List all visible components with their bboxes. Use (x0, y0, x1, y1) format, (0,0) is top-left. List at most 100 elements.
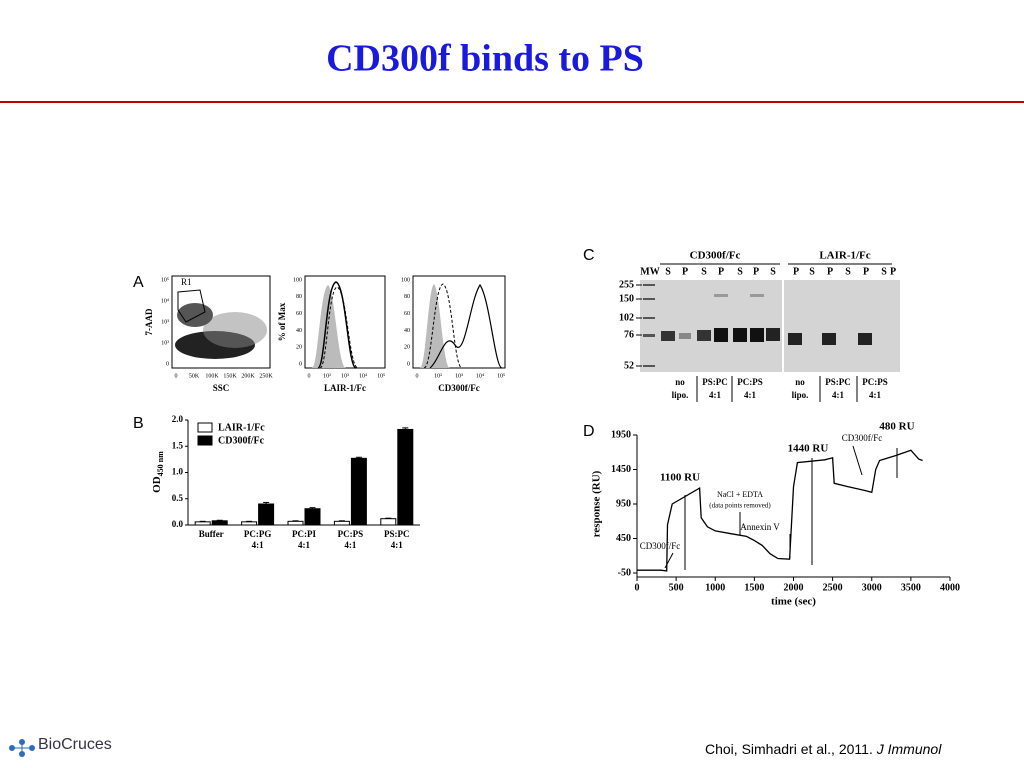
x-tick-label: 10³ (455, 373, 463, 379)
lane-label: S (845, 266, 851, 277)
y-tick-label: 0 (166, 361, 169, 367)
y-axis-label: % of Max (277, 302, 287, 341)
x-tick-label: 2500 (823, 582, 843, 593)
y-axis-label: response (RU) (591, 470, 603, 537)
lane-label: P (718, 266, 724, 277)
condition-label: 4:1 (869, 390, 881, 400)
legend-label: LAIR-1/Fc (218, 422, 265, 433)
gel (640, 280, 900, 372)
x-tick-label: 1000 (705, 582, 725, 593)
condition-label: 4:1 (832, 390, 844, 400)
lane-label: P (793, 266, 799, 277)
x-tick-label: 3500 (901, 582, 921, 593)
x-tick-label: 250K (259, 373, 273, 379)
lane-label: S (665, 266, 671, 277)
x-axis-label: time (sec) (771, 596, 816, 608)
x-tick-label: Buffer (199, 529, 224, 539)
x-tick-label: 10² (323, 373, 331, 379)
y-tick-label: 10³ (161, 319, 169, 325)
y-tick-label: 80 (296, 294, 302, 300)
x-tick-label: 4000 (940, 582, 960, 593)
y-tick-label: 40 (296, 328, 302, 334)
gel-bands (643, 284, 872, 367)
slide-title: CD300f binds to PS (326, 38, 644, 80)
annotation: NaCl + EDTA (717, 490, 763, 499)
marker-label: 150 (619, 293, 634, 304)
lane-label: P (890, 266, 896, 277)
condition-label: no (675, 377, 685, 387)
marker-label: 102 (619, 312, 634, 323)
bar (194, 521, 211, 526)
lane-label: P (863, 266, 869, 277)
bar (333, 520, 350, 526)
x-tick-label: 4:1 (298, 540, 310, 550)
x-tick-label: 150K (223, 373, 237, 379)
y-axis-label-main: OD (151, 476, 163, 493)
x-tick-label: 4:1 (344, 540, 356, 550)
citation-authors: Choi, Simhadri et al., 2011. (705, 741, 873, 757)
x-tick-label: PC:PG (244, 529, 272, 539)
y-tick-label: 2.0 (172, 414, 184, 424)
gel-labels: MW S P S P S P S P S P S P S P2551501027652nolipo.PS:P… (619, 266, 896, 402)
condition-label: 4:1 (709, 390, 721, 400)
marker-label: 76 (624, 329, 634, 340)
lane-label: S (770, 266, 776, 277)
legend-label: CD300f/Fc (218, 435, 265, 446)
y-tick-label: 1.5 (172, 440, 184, 450)
bar (304, 508, 321, 526)
x-tick-label: 10⁴ (476, 373, 484, 379)
x-tick-label: 0 (416, 373, 419, 379)
y-tick-label: 40 (404, 328, 410, 334)
y-tick-label: 0 (299, 361, 302, 367)
y-tick-label: 20 (296, 345, 302, 351)
bar (211, 520, 228, 526)
y-tick-label: 60 (296, 311, 302, 317)
y-tick-label: 10⁵ (161, 277, 169, 283)
x-tick-label: 0 (635, 582, 640, 593)
condition-label: PC:PS (737, 377, 763, 387)
bar (397, 428, 414, 526)
panel-label: D (583, 423, 595, 440)
lane-label: P (753, 266, 759, 277)
x-axis-label: LAIR-1/Fc (324, 383, 366, 393)
x-tick-label: 0 (175, 373, 178, 379)
legend-swatch (197, 422, 213, 433)
x-axis-label: SSC (213, 383, 230, 393)
bar (350, 457, 367, 526)
legend-swatch (197, 435, 213, 446)
x-tick-label: 4:1 (391, 540, 403, 550)
x-tick-label: 10⁵ (497, 373, 505, 379)
x-tick-label: 0 (308, 373, 311, 379)
y-tick-label: 0 (407, 361, 410, 367)
y-tick-label: 1950 (611, 429, 631, 440)
arrow (664, 552, 674, 569)
lane-label: S (701, 266, 707, 277)
bar (258, 503, 275, 526)
annotation: CD300f/Fc (640, 541, 681, 551)
annotation: 1440 RU (788, 443, 829, 455)
gate-label: R1 (181, 277, 192, 287)
panel-a-axes: 0 50K 100K 150K 200K 250K 0 10² 10³ 10⁴ 10⁵ SSC 7-AA… (144, 277, 505, 393)
lane-label: P (682, 266, 688, 277)
cell-cloud (177, 303, 213, 327)
y-tick-label: 1.0 (172, 467, 184, 477)
y-tick-label: 100 (401, 277, 410, 283)
arrow (852, 445, 863, 476)
x-tick-label: 4:1 (252, 540, 264, 550)
y-tick-label: 0.5 (172, 493, 184, 503)
y-axis-label-sub: 450 nm (156, 451, 165, 476)
y-tick-label: 10² (161, 340, 169, 346)
panel-d-chart: 0 500 1000 1500 2000 2500 3000 3500 4000 -50 450 95… (591, 421, 960, 608)
y-tick-label: 100 (293, 277, 302, 283)
bar (380, 518, 397, 526)
condition-label: 4:1 (744, 390, 756, 400)
x-axis-label: CD300f/Fc (438, 383, 480, 393)
condition-label: PS:PC (702, 377, 728, 387)
x-tick-label: 10³ (341, 373, 349, 379)
x-tick-label: 50K (189, 373, 200, 379)
y-axis-label: 7-AAD (144, 308, 154, 335)
histogram (429, 283, 503, 369)
marker-label: 52 (624, 360, 634, 371)
group-label: CD300f/Fc (690, 250, 741, 262)
